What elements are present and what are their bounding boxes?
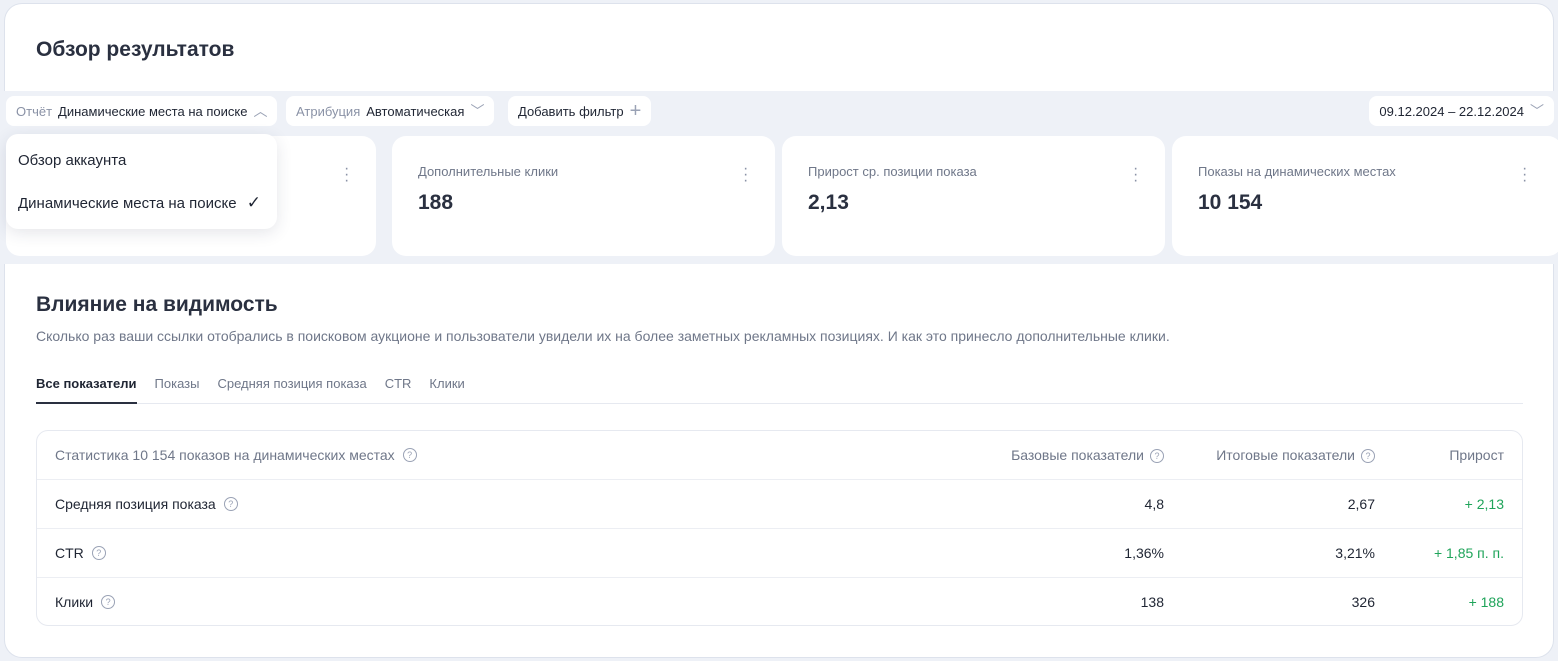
header-growth: Прирост xyxy=(1449,447,1504,463)
base-value: 138 xyxy=(1140,594,1164,610)
visibility-section: Влияние на видимость Сколько раз ваши сс… xyxy=(4,264,1554,658)
section-description: Сколько раз ваши ссылки отобрались в пои… xyxy=(36,328,1170,344)
date-range-picker[interactable]: 09.12.2024 – 22.12.2024 ﹀ xyxy=(1369,96,1554,126)
table-row: Средняя позиция показа? 4,8 2,67 + 2,13 xyxy=(37,480,1522,529)
report-filter[interactable]: Отчёт Динамические места на поиске ︿ xyxy=(6,96,278,126)
help-icon[interactable]: ? xyxy=(223,497,238,511)
tab-ctr[interactable]: CTR xyxy=(384,376,412,391)
dropdown-item-account-overview[interactable]: Обзор аккаунта xyxy=(18,152,127,169)
more-icon[interactable]: · · · xyxy=(743,160,749,189)
header-final: Итоговые показатели xyxy=(1216,447,1355,463)
help-icon[interactable]: ? xyxy=(1150,449,1164,464)
row-label: Клики xyxy=(55,594,94,610)
check-icon: ✓ xyxy=(246,193,261,212)
base-value: 4,8 xyxy=(1144,496,1164,512)
dropdown-item-dynamic-places[interactable]: Динамические места на поиске ✓ xyxy=(18,193,261,213)
add-filter-button[interactable]: Добавить фильтр + xyxy=(508,96,652,126)
more-icon[interactable]: · · · xyxy=(1522,160,1528,189)
date-range-value: 09.12.2024 – 22.12.2024 xyxy=(1379,103,1524,119)
attribution-filter[interactable]: Атрибуция Автоматическая ﹀ xyxy=(286,96,495,126)
final-value: 3,21% xyxy=(1335,545,1375,561)
base-value: 1,36% xyxy=(1124,545,1164,561)
metric-label: Показы на динамических местах xyxy=(1198,164,1396,179)
help-icon[interactable]: ? xyxy=(1361,449,1375,464)
metric-value: 188 xyxy=(418,191,454,214)
stats-table: Статистика 10 154 показов на динамически… xyxy=(36,430,1523,626)
table-header: Статистика 10 154 показов на динамически… xyxy=(37,431,1522,480)
growth-value: + 2,13 xyxy=(1464,496,1504,512)
metric-value: 10 154 xyxy=(1198,191,1263,214)
tab-clicks[interactable]: Клики xyxy=(429,376,465,391)
help-icon[interactable]: ? xyxy=(91,546,106,560)
metric-label: Дополнительные клики xyxy=(418,164,559,179)
add-filter-label: Добавить фильтр xyxy=(518,103,624,119)
metric-card: Прирост ср. позиции показа 2,13 · · · xyxy=(782,136,1165,256)
more-icon[interactable]: · · · xyxy=(1133,160,1139,189)
report-filter-label: Отчёт xyxy=(16,103,53,119)
tab-avg-position[interactable]: Средняя позиция показа xyxy=(217,376,367,391)
help-icon[interactable]: ? xyxy=(101,595,116,609)
growth-value: + 1,85 п. п. xyxy=(1433,545,1504,561)
table-row: Клики? 138 326 + 188 xyxy=(37,578,1522,627)
metric-value: 2,13 xyxy=(808,191,849,214)
final-value: 326 xyxy=(1351,594,1375,610)
more-icon[interactable]: · · · xyxy=(344,160,350,189)
metric-card: Дополнительные клики 188 · · · xyxy=(392,136,775,256)
attribution-filter-value: Автоматическая xyxy=(366,103,465,119)
header-card: Обзор результатов xyxy=(4,3,1554,91)
metric-card: Показы на динамических местах 10 154 · · · xyxy=(1172,136,1558,256)
header-base: Базовые показатели xyxy=(1011,447,1144,463)
tab-impressions[interactable]: Показы xyxy=(154,376,200,391)
chevron-up-icon: ︿ xyxy=(253,103,268,119)
growth-value: + 188 xyxy=(1468,594,1504,610)
tabs: Все показатели Показы Средняя позиция по… xyxy=(36,374,1523,404)
header-stat: Статистика 10 154 показов на динамически… xyxy=(55,447,395,463)
page-title: Обзор результатов xyxy=(36,38,235,61)
attribution-filter-label: Атрибуция xyxy=(296,103,361,119)
metric-label: Прирост ср. позиции показа xyxy=(808,164,977,179)
table-row: CTR? 1,36% 3,21% + 1,85 п. п. xyxy=(37,529,1522,578)
chevron-down-icon: ﹀ xyxy=(1530,103,1544,119)
help-icon[interactable]: ? xyxy=(402,448,417,462)
row-label: Средняя позиция показа xyxy=(55,496,216,512)
row-label: CTR xyxy=(55,545,84,561)
section-title: Влияние на видимость xyxy=(36,293,278,316)
dropdown-item-label: Динамические места на поиске xyxy=(18,195,237,212)
chevron-down-icon: ﹀ xyxy=(470,103,485,119)
report-dropdown-menu: Обзор аккаунта Динамические места на пои… xyxy=(6,134,277,229)
final-value: 2,67 xyxy=(1347,496,1375,512)
tab-all-metrics[interactable]: Все показатели xyxy=(36,374,137,404)
plus-icon: + xyxy=(629,99,642,122)
report-filter-value: Динамические места на поиске xyxy=(58,103,248,119)
